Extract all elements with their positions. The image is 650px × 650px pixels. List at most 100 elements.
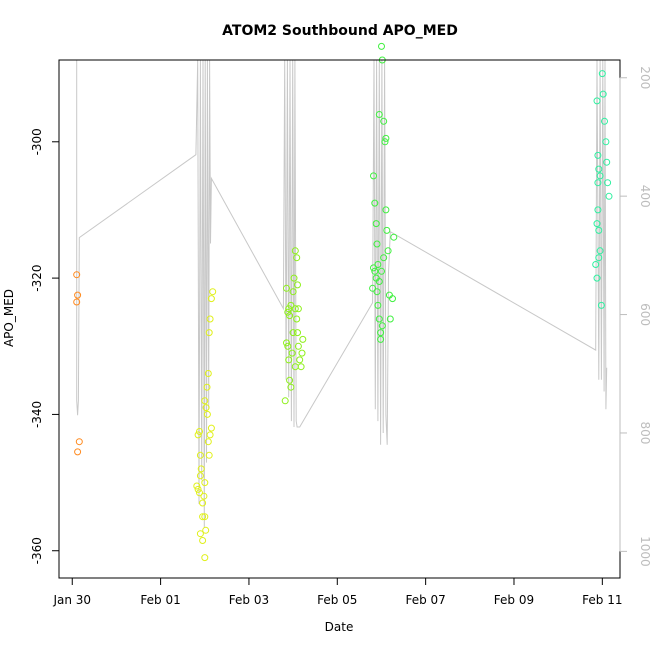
data-point: [602, 138, 610, 146]
x-tick-label: Jan 30: [52, 593, 91, 607]
y2-tick-label: 600: [638, 303, 650, 326]
x-axis-label: Date: [325, 620, 354, 634]
data-point: [287, 301, 295, 309]
data-point: [597, 301, 605, 309]
data-point: [374, 301, 382, 309]
series-1: [73, 271, 83, 456]
data-point: [378, 322, 386, 330]
data-point: [596, 247, 604, 255]
y-axis: -300 -320 -340 -360: [30, 128, 60, 564]
data-point: [286, 312, 294, 320]
data-point: [382, 206, 390, 214]
x-tick-label: Feb 01: [140, 593, 180, 607]
data-point: [378, 267, 385, 275]
data-point: [194, 431, 202, 439]
data-point: [596, 172, 604, 180]
x-tick-label: Feb 09: [494, 593, 534, 607]
depth-trace-layer: [76, 59, 608, 528]
depth-trace-line: [76, 59, 608, 528]
data-point: [285, 356, 293, 364]
y-tick-label: -340: [30, 401, 44, 428]
x-tick-label: Feb 11: [582, 593, 622, 607]
plot-frame: [58, 59, 621, 579]
x-tick-label: Feb 03: [229, 593, 269, 607]
data-point: [604, 179, 612, 187]
data-point: [373, 240, 381, 248]
y-tick-label: -320: [30, 264, 44, 291]
x-axis: Jan 30 Feb 01 Feb 03 Feb 05 Feb 07 Feb 09 Feb …: [52, 577, 623, 607]
data-point: [369, 284, 377, 292]
data-point: [375, 315, 383, 323]
data-point: [288, 349, 296, 357]
data-point: [193, 482, 201, 490]
data-point: [371, 267, 379, 275]
data-point: [291, 247, 299, 255]
data-point: [384, 247, 392, 255]
data-point: [299, 335, 307, 343]
data-point: [286, 376, 294, 384]
data-point: [196, 530, 204, 538]
data-point: [294, 305, 302, 313]
data-point: [290, 274, 298, 282]
data-point: [199, 537, 207, 544]
data-point: [386, 315, 394, 323]
y-tick-label: -300: [30, 128, 44, 155]
data-point: [377, 335, 385, 343]
data-point: [73, 298, 81, 306]
data-point: [593, 220, 601, 228]
series-5: [592, 70, 613, 309]
data-point: [196, 428, 203, 435]
data-point: [74, 448, 82, 456]
data-point: [603, 158, 611, 166]
data-point: [370, 172, 377, 180]
data-point: [289, 288, 297, 296]
data-point: [200, 492, 208, 500]
data-point: [281, 397, 289, 405]
data-point: [370, 264, 377, 272]
y2-tick-label: 200: [638, 66, 650, 89]
data-point: [593, 274, 601, 282]
data-point: [390, 233, 398, 241]
data-point: [601, 117, 608, 125]
data-point: [380, 254, 388, 262]
y-axis-label: APO_MED: [2, 289, 16, 347]
y-tick-label: -360: [30, 537, 44, 564]
data-point: [287, 383, 295, 391]
data-point: [202, 404, 210, 412]
data-point: [297, 363, 305, 371]
y2-tick-label: 800: [638, 422, 650, 445]
data-point: [382, 134, 390, 142]
data-point: [203, 410, 211, 418]
data-point: [209, 288, 217, 296]
data-point: [203, 383, 211, 391]
data-point: [371, 199, 379, 207]
data-point: [594, 151, 602, 159]
data-point: [201, 479, 209, 487]
data-point: [196, 472, 204, 480]
data-point: [298, 349, 306, 357]
data-point: [593, 97, 601, 105]
data-point: [206, 315, 214, 323]
data-point: [291, 363, 299, 371]
data-point: [598, 70, 606, 78]
series-3: [281, 247, 307, 405]
data-point: [196, 489, 203, 497]
data-point: [377, 329, 385, 337]
data-point: [201, 397, 209, 405]
series-2: [193, 288, 217, 562]
data-point: [592, 261, 600, 268]
data-point: [201, 554, 209, 562]
data-point: [296, 356, 304, 364]
data-point: [383, 226, 391, 234]
data-point: [373, 288, 381, 296]
data-point: [199, 513, 207, 521]
data-point: [289, 329, 297, 337]
data-point: [372, 220, 380, 228]
data-point: [291, 305, 299, 313]
chart-title: ATOM2 Southbound APO_MED: [222, 23, 458, 39]
data-point: [194, 485, 202, 493]
data-point: [199, 499, 207, 507]
data-point: [375, 111, 383, 118]
data-point: [197, 465, 205, 473]
